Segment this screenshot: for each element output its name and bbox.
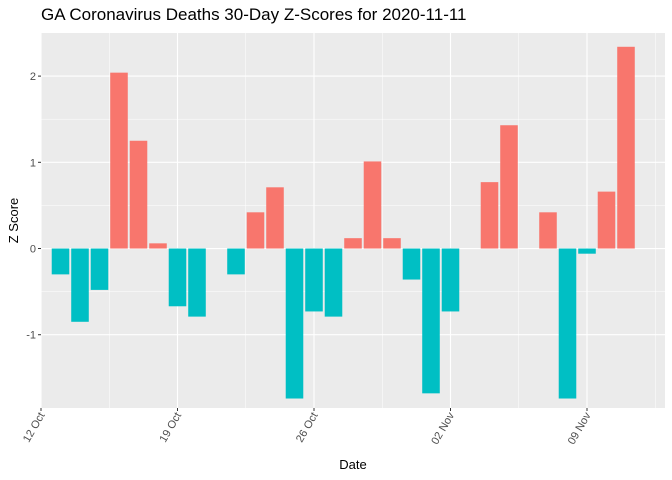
y-axis-title: Z Score <box>6 198 21 244</box>
bar-2020-11-11 <box>617 46 635 249</box>
bar-2020-11-05 <box>500 125 518 249</box>
bar-2020-10-18 <box>149 243 167 249</box>
bar-2020-10-24 <box>266 187 284 249</box>
x-tick-label: 09 Nov <box>566 410 594 447</box>
bar-2020-11-08 <box>558 248 577 399</box>
bar-2020-11-09 <box>578 248 596 254</box>
bar-2020-11-10 <box>597 191 616 249</box>
bar-2020-10-14 <box>71 248 89 322</box>
bars <box>51 46 635 399</box>
x-tick-label: 26 Oct <box>294 411 321 445</box>
y-tick-label: -1 <box>26 330 36 342</box>
bar-2020-10-28 <box>344 238 362 249</box>
bar-2020-10-26 <box>305 248 323 312</box>
bar-2020-10-30 <box>383 238 401 249</box>
bar-2020-10-23 <box>246 212 265 249</box>
bar-2020-10-31 <box>402 248 421 280</box>
y-tick-label: 0 <box>30 244 36 256</box>
bar-2020-11-01 <box>422 248 440 394</box>
chart-title: GA Coronavirus Deaths 30-Day Z-Scores fo… <box>41 5 467 24</box>
bar-2020-10-25 <box>285 248 304 399</box>
bar-2020-11-04 <box>480 182 499 249</box>
x-axis-title: Date <box>339 457 366 472</box>
bar-2020-10-19 <box>168 248 187 307</box>
bar-2020-10-22 <box>227 248 245 275</box>
x-tick-label: 19 Oct <box>158 411 185 445</box>
bar-2020-10-29 <box>363 161 382 249</box>
x-tick-label: 12 Oct <box>21 411 48 445</box>
x-axis: 12 Oct 19 Oct 26 Oct 02 Nov 09 Nov <box>21 408 594 447</box>
bar-2020-10-13 <box>51 248 70 275</box>
bar-2020-10-27 <box>324 248 343 317</box>
x-tick-label: 02 Nov <box>429 410 457 447</box>
bar-2020-11-07 <box>539 212 557 249</box>
y-tick-label: 2 <box>30 71 36 83</box>
bar-2020-10-16 <box>110 72 128 249</box>
y-tick-label: 1 <box>30 157 36 169</box>
bar-2020-11-02 <box>441 248 460 312</box>
bar-2020-10-15 <box>90 248 109 290</box>
bar-2020-10-20 <box>188 248 206 317</box>
y-axis: -1 0 1 2 <box>26 71 41 342</box>
bar-2020-10-17 <box>129 140 148 249</box>
